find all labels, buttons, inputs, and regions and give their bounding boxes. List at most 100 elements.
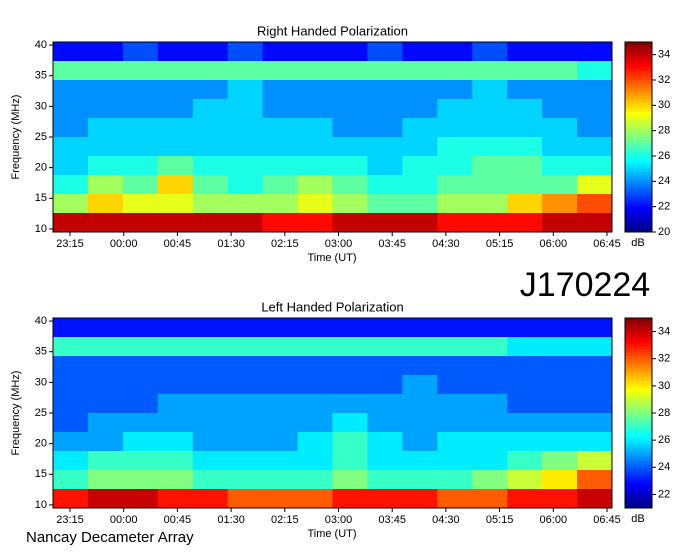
cell — [53, 451, 89, 471]
cell — [332, 318, 368, 338]
colorbar-segment — [625, 321, 652, 325]
cell — [507, 42, 543, 62]
cell — [157, 194, 194, 214]
y-tick-label: 10 — [35, 223, 47, 235]
colorbar-segment — [625, 400, 652, 404]
cell — [332, 394, 368, 414]
cell — [192, 375, 229, 395]
cell — [297, 42, 333, 62]
cell — [367, 413, 403, 433]
cell — [472, 413, 508, 433]
x-tick-label: 03:45 — [378, 238, 406, 250]
cell — [332, 432, 368, 452]
cell — [542, 99, 578, 119]
colorbar-tick-label: 34 — [658, 325, 670, 337]
cell — [507, 99, 543, 119]
cell — [87, 80, 124, 100]
cell — [472, 394, 508, 414]
colorbar-segment — [625, 473, 652, 477]
y-tick-label: 25 — [35, 407, 47, 419]
colorbar-segment — [625, 482, 652, 487]
cell — [402, 432, 438, 452]
cell — [262, 375, 299, 395]
colorbar-segment — [625, 133, 652, 138]
cell — [332, 213, 368, 233]
cell — [577, 318, 613, 338]
colorbar-segment — [625, 222, 652, 227]
colorbar-tick-label: 24 — [658, 175, 670, 187]
cell — [192, 175, 229, 195]
cell — [157, 118, 194, 138]
cell — [472, 194, 508, 214]
colorbar-tick-label: 32 — [658, 74, 670, 86]
cell — [192, 451, 229, 471]
cell — [472, 118, 508, 138]
cell — [437, 413, 473, 433]
y-tick-label: 15 — [35, 468, 47, 480]
x-tick-label: 02:15 — [271, 514, 299, 526]
x-tick-label: 03:00 — [325, 238, 353, 250]
cell — [507, 80, 543, 100]
cell — [227, 118, 264, 138]
cell — [122, 489, 159, 509]
cell — [437, 194, 473, 214]
cell — [53, 337, 89, 357]
cell — [297, 318, 333, 338]
colorbar-segment — [625, 419, 652, 423]
colorbar-segment — [625, 327, 652, 332]
cell — [157, 61, 194, 81]
colorbar-segment — [625, 460, 652, 465]
cell — [122, 42, 159, 62]
colorbar-segment — [625, 73, 652, 78]
cell — [262, 470, 299, 490]
cell — [53, 156, 89, 176]
cell — [332, 451, 368, 471]
colorbar-segment — [625, 149, 652, 154]
colorbar-segment — [625, 76, 652, 81]
cell — [332, 118, 368, 138]
colorbar-segment — [625, 168, 652, 173]
cell — [472, 137, 508, 157]
colorbar-segment — [625, 89, 652, 94]
colorbar-segment — [625, 428, 652, 433]
cell — [87, 318, 124, 338]
x-tick-label: 01:30 — [217, 238, 245, 250]
colorbar-segment — [625, 498, 652, 503]
cell — [122, 175, 159, 195]
cell — [227, 61, 264, 81]
colorbar-segment — [625, 105, 652, 109]
cell — [542, 413, 578, 433]
cell — [122, 99, 159, 119]
x-tick-label: 04:30 — [432, 514, 460, 526]
cell — [577, 61, 613, 81]
cell — [192, 42, 229, 62]
cell — [87, 356, 124, 376]
cell — [157, 375, 194, 395]
colorbar-segment — [625, 143, 652, 147]
colorbar-segment — [625, 175, 652, 179]
cell — [297, 356, 333, 376]
cell — [402, 394, 438, 414]
cell — [192, 470, 229, 490]
cell — [577, 194, 613, 214]
cell — [157, 318, 194, 338]
cell — [472, 42, 508, 62]
cell — [542, 42, 578, 62]
colorbar-segment — [625, 356, 652, 360]
cell — [437, 175, 473, 195]
colorbar-segment — [625, 384, 652, 389]
cell — [542, 432, 578, 452]
colorbar-segment — [625, 479, 652, 484]
cell — [297, 80, 333, 100]
colorbar-segment — [625, 346, 652, 351]
chart-title: Right Handed Polarization — [257, 23, 408, 38]
cell — [157, 394, 194, 414]
cell — [472, 61, 508, 81]
cell — [577, 489, 613, 509]
cell — [507, 451, 543, 471]
colorbar-segment — [625, 337, 652, 341]
colorbar-segment — [625, 213, 652, 217]
cell — [472, 213, 508, 233]
cell — [542, 394, 578, 414]
cell — [402, 318, 438, 338]
